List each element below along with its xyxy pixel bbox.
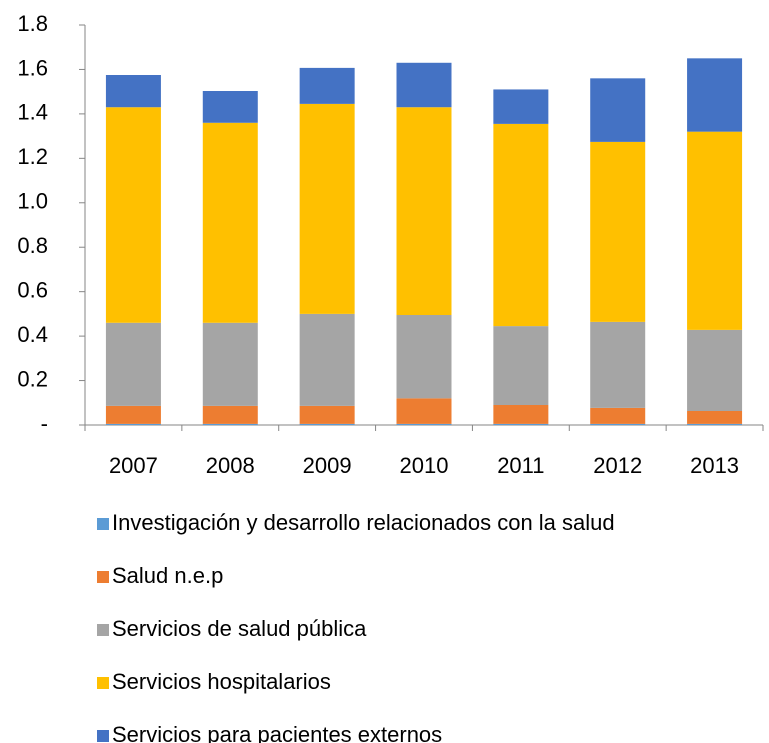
bar-segment	[396, 315, 452, 399]
x-tick-label: 2011	[497, 453, 544, 478]
bar-segment	[493, 423, 549, 425]
bar-segment	[687, 58, 743, 132]
bar-segment	[590, 321, 646, 408]
legend-label: Investigación y desarrollo relacionados …	[112, 510, 615, 535]
legend-label: Salud n.e.p	[112, 563, 223, 588]
bar-segment	[590, 78, 646, 142]
y-tick-label: 1.2	[17, 144, 48, 169]
y-tick-label: 1.6	[17, 55, 48, 80]
bar-segment	[687, 411, 743, 424]
bar-segment	[493, 326, 549, 405]
bar-segment	[202, 405, 258, 424]
bar-segment	[687, 423, 743, 425]
bar-segment	[105, 405, 161, 424]
bar-segment	[396, 62, 452, 108]
bar-segment	[299, 423, 355, 425]
bar-segment	[590, 407, 646, 424]
legend-swatch	[97, 518, 109, 530]
bar-segment	[493, 123, 549, 327]
bar-segment	[105, 322, 161, 406]
legend-label: Servicios para pacientes externos	[112, 722, 442, 743]
bar-segment	[105, 75, 161, 108]
bar-segment	[493, 405, 549, 424]
y-tick-label: 0.2	[17, 366, 48, 391]
bar-segment	[493, 89, 549, 124]
bar-segment	[105, 423, 161, 425]
bar-segment	[299, 405, 355, 424]
bar-segment	[687, 329, 743, 411]
legend-label: Servicios hospitalarios	[112, 669, 331, 694]
bar-segment	[396, 107, 452, 315]
bar-segment	[299, 67, 355, 104]
bar-segment	[396, 398, 452, 424]
x-tick-label: 2009	[303, 453, 352, 478]
legend-swatch	[97, 730, 109, 742]
x-tick-label: 2008	[206, 453, 255, 478]
x-tick-label: 2013	[690, 453, 739, 478]
y-tick-label: 1.0	[17, 189, 48, 214]
legend-swatch	[97, 677, 109, 689]
legend-label: Servicios de salud pública	[112, 616, 367, 641]
y-tick-label: -	[41, 411, 48, 436]
y-tick-label: 0.8	[17, 233, 48, 258]
y-tick-label: 1.8	[17, 11, 48, 36]
bar-segment	[202, 91, 258, 123]
bar-segment	[687, 131, 743, 330]
y-tick-label: 1.4	[17, 100, 48, 125]
bar-segment	[202, 122, 258, 323]
x-tick-label: 2010	[400, 453, 449, 478]
bar-segment	[202, 322, 258, 406]
y-tick-label: 0.4	[17, 322, 48, 347]
bar-segment	[590, 141, 646, 322]
x-tick-label: 2012	[593, 453, 642, 478]
bar-segment	[299, 313, 355, 406]
x-tick-label: 2007	[109, 453, 158, 478]
bar-segment	[202, 423, 258, 425]
legend-swatch	[97, 624, 109, 636]
bar-segment	[105, 107, 161, 323]
bar-segment	[590, 423, 646, 425]
bar-segment	[396, 423, 452, 425]
legend-swatch	[97, 571, 109, 583]
bar-segment	[299, 103, 355, 314]
y-tick-label: 0.6	[17, 277, 48, 302]
